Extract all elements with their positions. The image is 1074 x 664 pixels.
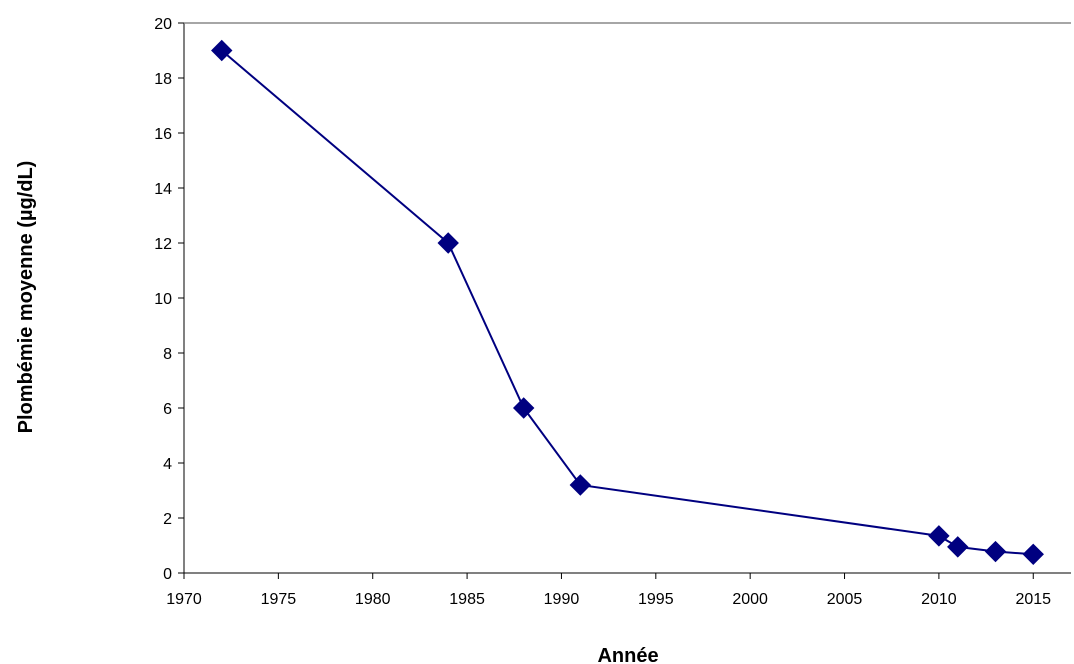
data-point-marker <box>514 398 534 418</box>
y-tick-label: 8 <box>163 346 172 363</box>
y-tick-label: 14 <box>154 181 172 198</box>
y-axis-title: Plombémie moyenne (µg/dL) <box>15 161 37 434</box>
series-line <box>222 51 1034 555</box>
x-tick-label: 2010 <box>921 591 957 608</box>
data-point-marker <box>986 542 1006 562</box>
x-tick-label: 1975 <box>261 591 297 608</box>
y-tick-label: 20 <box>154 16 172 33</box>
y-tick-label: 2 <box>163 511 172 528</box>
x-tick-label: 1980 <box>355 591 391 608</box>
y-tick-label: 12 <box>154 236 172 253</box>
y-tick-label: 0 <box>163 566 172 583</box>
x-axis-ticks: 1970 1975 1980 1985 1990 1995 2000 2005 2010 2015 <box>166 573 1051 608</box>
data-point-marker <box>929 526 949 546</box>
data-point-marker <box>948 537 968 557</box>
x-tick-label: 2000 <box>732 591 768 608</box>
x-tick-label: 1990 <box>544 591 580 608</box>
y-tick-label: 16 <box>154 126 172 143</box>
y-tick-label: 18 <box>154 71 172 88</box>
y-axis-ticks: 0 2 4 6 8 10 12 14 16 18 20 <box>154 16 184 583</box>
y-tick-label: 6 <box>163 401 172 418</box>
y-tick-label: 4 <box>163 456 172 473</box>
data-point-marker <box>570 475 590 495</box>
x-tick-label: 2015 <box>1015 591 1051 608</box>
x-tick-label: 1970 <box>166 591 202 608</box>
x-tick-label: 1985 <box>449 591 485 608</box>
y-tick-label: 10 <box>154 291 172 308</box>
x-tick-label: 1995 <box>638 591 674 608</box>
data-point-marker <box>1023 544 1043 564</box>
series-layer <box>212 41 1044 565</box>
x-axis-title: Année <box>597 645 658 664</box>
x-tick-label: 2005 <box>827 591 863 608</box>
plot-frame <box>184 23 1071 573</box>
